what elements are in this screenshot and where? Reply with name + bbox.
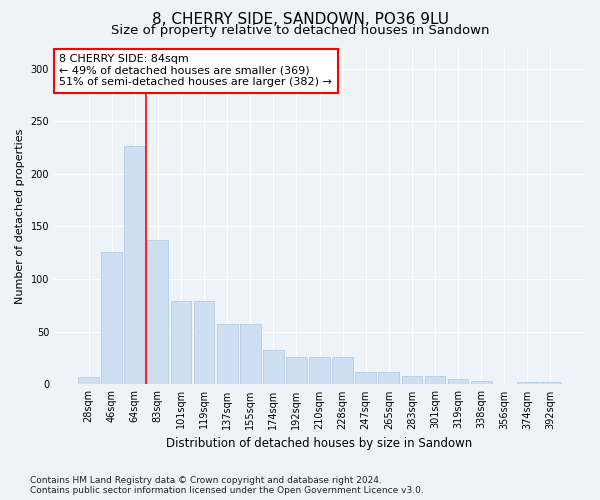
Bar — [78, 377, 99, 384]
Bar — [240, 324, 260, 384]
Bar — [355, 372, 376, 384]
Bar — [148, 240, 168, 384]
Bar — [517, 382, 538, 384]
Y-axis label: Number of detached properties: Number of detached properties — [15, 128, 25, 304]
Bar — [194, 302, 214, 384]
Text: Size of property relative to detached houses in Sandown: Size of property relative to detached ho… — [111, 24, 489, 37]
Bar — [540, 382, 561, 384]
X-axis label: Distribution of detached houses by size in Sandown: Distribution of detached houses by size … — [166, 437, 473, 450]
Bar — [471, 382, 491, 384]
Bar — [217, 324, 238, 384]
Bar — [309, 357, 330, 384]
Bar — [124, 146, 145, 384]
Bar — [263, 350, 284, 384]
Text: 8 CHERRY SIDE: 84sqm
← 49% of detached houses are smaller (369)
51% of semi-deta: 8 CHERRY SIDE: 84sqm ← 49% of detached h… — [59, 54, 332, 88]
Bar — [379, 372, 399, 384]
Bar — [401, 376, 422, 384]
Text: 8, CHERRY SIDE, SANDOWN, PO36 9LU: 8, CHERRY SIDE, SANDOWN, PO36 9LU — [151, 12, 449, 28]
Bar — [170, 302, 191, 384]
Bar — [448, 379, 469, 384]
Bar — [101, 252, 122, 384]
Bar — [286, 357, 307, 384]
Text: Contains HM Land Registry data © Crown copyright and database right 2024.
Contai: Contains HM Land Registry data © Crown c… — [30, 476, 424, 495]
Bar — [332, 357, 353, 384]
Bar — [425, 376, 445, 384]
